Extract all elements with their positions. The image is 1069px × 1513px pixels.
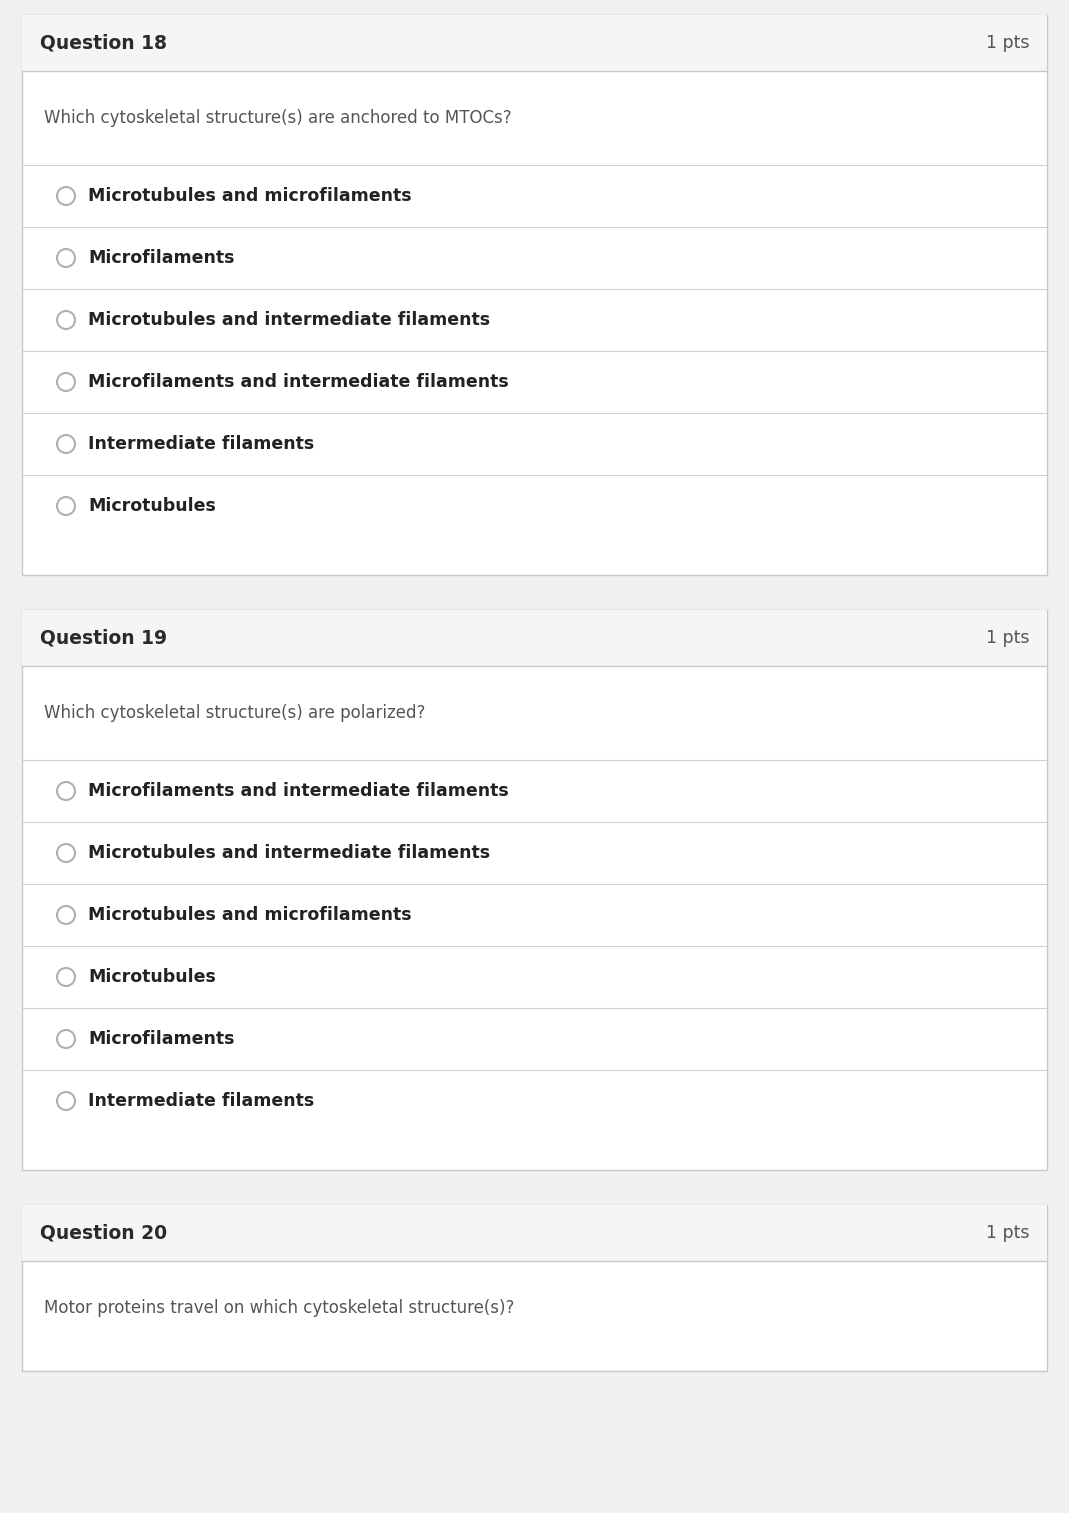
Circle shape <box>57 1092 75 1111</box>
Circle shape <box>57 312 75 328</box>
Circle shape <box>57 906 75 924</box>
Text: Microtubules and intermediate filaments: Microtubules and intermediate filaments <box>88 844 490 862</box>
Circle shape <box>57 250 75 266</box>
Text: 1 pts: 1 pts <box>986 33 1029 51</box>
Text: Microfilaments and intermediate filaments: Microfilaments and intermediate filament… <box>88 782 509 800</box>
FancyBboxPatch shape <box>22 1204 1047 1260</box>
Circle shape <box>57 374 75 390</box>
Circle shape <box>57 1030 75 1049</box>
Text: Which cytoskeletal structure(s) are anchored to MTOCs?: Which cytoskeletal structure(s) are anch… <box>44 109 512 127</box>
FancyBboxPatch shape <box>22 1204 1047 1371</box>
Circle shape <box>57 496 75 514</box>
FancyBboxPatch shape <box>22 15 1047 71</box>
Text: Microfilaments and intermediate filaments: Microfilaments and intermediate filament… <box>88 374 509 390</box>
Circle shape <box>57 782 75 800</box>
FancyBboxPatch shape <box>22 15 1047 575</box>
Text: Microfilaments: Microfilaments <box>88 250 234 266</box>
FancyBboxPatch shape <box>22 610 1047 1170</box>
Circle shape <box>57 968 75 986</box>
Text: Question 19: Question 19 <box>40 628 167 648</box>
Text: Microtubules: Microtubules <box>88 968 216 986</box>
Text: Intermediate filaments: Intermediate filaments <box>88 436 314 452</box>
Circle shape <box>57 188 75 204</box>
Text: Microfilaments: Microfilaments <box>88 1030 234 1049</box>
Text: Question 20: Question 20 <box>40 1224 167 1242</box>
Text: 1 pts: 1 pts <box>986 1224 1029 1242</box>
Text: Microtubules and intermediate filaments: Microtubules and intermediate filaments <box>88 312 490 328</box>
Circle shape <box>57 844 75 862</box>
Text: Intermediate filaments: Intermediate filaments <box>88 1092 314 1111</box>
Text: Which cytoskeletal structure(s) are polarized?: Which cytoskeletal structure(s) are pola… <box>44 704 425 722</box>
FancyBboxPatch shape <box>22 610 1047 666</box>
Text: Question 18: Question 18 <box>40 33 167 53</box>
Text: Microtubules and microfilaments: Microtubules and microfilaments <box>88 906 412 924</box>
Text: 1 pts: 1 pts <box>986 629 1029 648</box>
Text: Microtubules and microfilaments: Microtubules and microfilaments <box>88 188 412 204</box>
Text: Motor proteins travel on which cytoskeletal structure(s)?: Motor proteins travel on which cytoskele… <box>44 1300 514 1316</box>
Text: Microtubules: Microtubules <box>88 496 216 514</box>
Circle shape <box>57 436 75 452</box>
